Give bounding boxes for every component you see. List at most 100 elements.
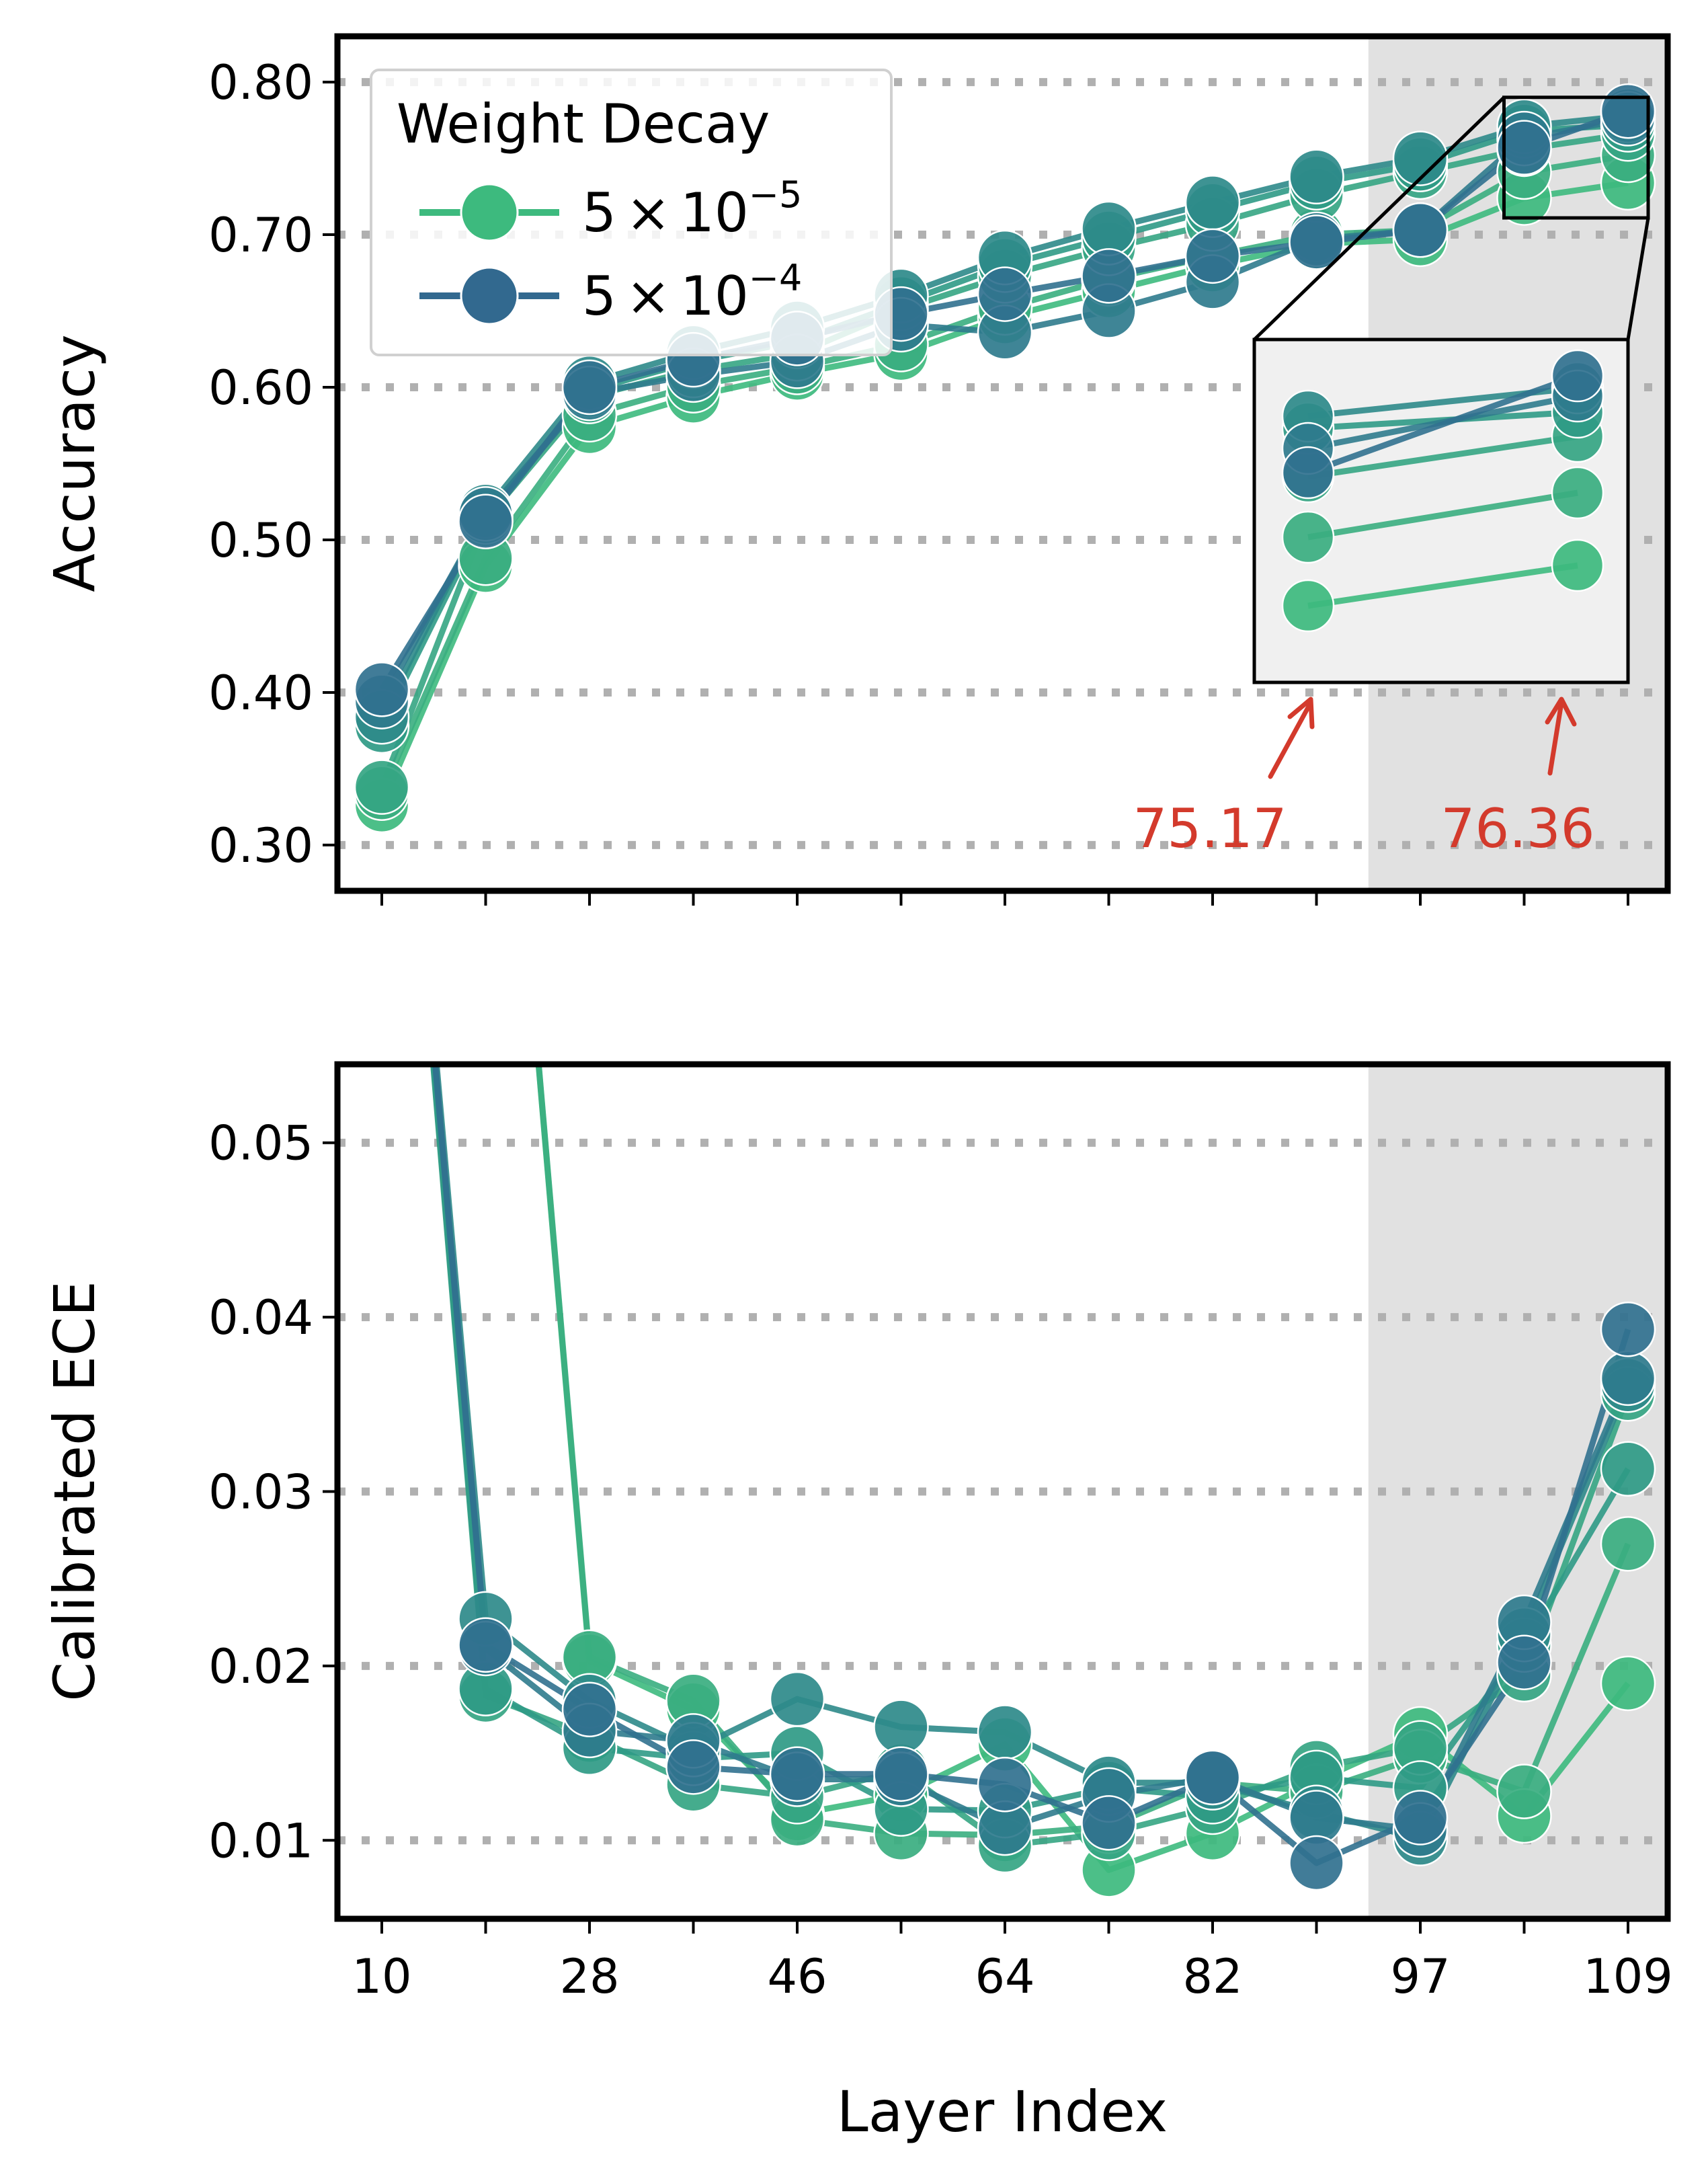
ece-panel: 0.01 0.02 0.03 0.04 0.05 10 28 46 64 82 97 109 Cal… xyxy=(42,1061,1673,2145)
data-point xyxy=(354,662,410,717)
legend-exponent: −4 xyxy=(749,257,803,299)
x-tick-label: 109 xyxy=(1583,1949,1673,2004)
data-point xyxy=(1184,228,1241,284)
y-tick-label: 0.03 xyxy=(208,1465,313,1520)
accuracy-panel: 0.300.400.500.600.700.80 Accuracy 75.17 … xyxy=(42,33,1671,906)
inset-plot xyxy=(1252,338,1630,684)
series-markers xyxy=(458,1302,1656,1898)
data-point xyxy=(1081,248,1137,304)
data-point xyxy=(458,1617,514,1673)
data-point xyxy=(1184,175,1241,231)
annotation-arrowhead xyxy=(1545,697,1577,727)
data-point xyxy=(1600,1350,1656,1406)
y-tick-label: 0.60 xyxy=(208,360,313,415)
data-point xyxy=(1600,1655,1656,1712)
x-tick-label: 28 xyxy=(559,1949,619,2004)
annotation-label: 75.17 xyxy=(1133,797,1287,860)
y-tick-label: 0.40 xyxy=(208,666,313,721)
data-point xyxy=(1081,200,1137,257)
x-tick-label: 10 xyxy=(352,1949,411,2004)
data-point xyxy=(769,1671,825,1727)
data-point xyxy=(1289,1835,1344,1891)
inset-line xyxy=(1307,489,1578,541)
data-point xyxy=(458,493,514,549)
y-tick-label: 0.01 xyxy=(208,1813,313,1868)
x-tick-label: 46 xyxy=(767,1949,827,2004)
data-point xyxy=(1496,1763,1552,1819)
legend-entry-2: 5 × 10−4 xyxy=(419,257,802,327)
y-tick-label: 0.04 xyxy=(208,1290,313,1345)
zoom-connector xyxy=(1253,95,1506,341)
inset-point xyxy=(1551,349,1604,403)
x-tick-label: 82 xyxy=(1182,1949,1242,2004)
data-point xyxy=(1600,1441,1656,1497)
data-point xyxy=(977,1704,1033,1760)
data-point xyxy=(665,1739,721,1795)
inset-point xyxy=(1551,539,1604,592)
data-point xyxy=(561,1681,618,1737)
annotation-1: 75.17 xyxy=(1133,697,1315,860)
inset-point xyxy=(1551,466,1604,520)
y-tick-label: 0.05 xyxy=(208,1116,313,1171)
legend-base: 5 xyxy=(582,265,616,327)
data-point xyxy=(769,1746,825,1802)
legend-mantissa: 10 xyxy=(680,265,749,327)
inset-point xyxy=(1281,510,1335,564)
series-markers xyxy=(354,83,1656,834)
data-point xyxy=(561,359,618,415)
data-point xyxy=(1496,1634,1552,1690)
data-point xyxy=(1600,1302,1656,1357)
inset-markers xyxy=(1281,349,1604,633)
legend-label: 5 × 10−5 xyxy=(582,173,802,244)
legend-mantissa: 10 xyxy=(680,182,749,244)
legend-times: × xyxy=(626,182,671,244)
legend-label: 5 × 10−4 xyxy=(582,257,802,327)
inset-point xyxy=(1281,579,1335,633)
y-tick-label: 0.02 xyxy=(208,1639,313,1694)
inset-line xyxy=(1307,433,1578,480)
legend-marker xyxy=(460,266,519,325)
data-point xyxy=(873,1746,929,1802)
data-point xyxy=(1392,202,1449,258)
data-point xyxy=(873,1699,929,1755)
annotation-arrow xyxy=(1268,700,1313,779)
inset-line xyxy=(1307,372,1579,476)
inset-line xyxy=(1307,562,1578,609)
annotation-2: 76.36 xyxy=(1440,697,1595,860)
annotation-arrowhead xyxy=(1287,697,1315,729)
annotation-arrow xyxy=(1547,700,1564,776)
data-point xyxy=(354,759,410,815)
x-ticks xyxy=(380,891,1629,906)
annotation-label: 76.36 xyxy=(1440,797,1594,860)
zoom-box xyxy=(1502,95,1650,220)
inset-point xyxy=(1281,446,1335,500)
legend-exponent: −5 xyxy=(749,173,803,216)
legend-entry-1: 5 × 10−5 xyxy=(419,173,802,244)
y-tick-label: 0.80 xyxy=(208,55,313,110)
data-point xyxy=(1289,214,1344,270)
y-tick-label: 0.30 xyxy=(208,818,313,873)
data-point xyxy=(1081,1795,1137,1851)
data-point xyxy=(1289,149,1344,205)
plot-frame xyxy=(334,33,1671,894)
inset-frame xyxy=(1252,338,1630,684)
legend: Weight Decay 5 × 10−5 5 × 10−4 xyxy=(370,69,893,356)
legend-times: × xyxy=(626,265,671,327)
y-tick-label: 0.70 xyxy=(208,208,313,263)
x-tick-label: 64 xyxy=(975,1949,1034,2004)
data-point xyxy=(1496,120,1552,175)
x-axis-label: Layer Index xyxy=(837,2079,1168,2145)
data-point xyxy=(977,1757,1033,1813)
inset-lines xyxy=(1307,372,1579,609)
legend-marker xyxy=(460,183,519,242)
data-point xyxy=(977,266,1033,322)
x-tick-label: 97 xyxy=(1390,1949,1450,2004)
zoom-connector xyxy=(1626,217,1650,340)
x-ticks: 10 28 46 64 82 97 109 xyxy=(352,1919,1673,2004)
legend-base: 5 xyxy=(582,182,616,244)
data-point xyxy=(1392,1790,1449,1846)
data-point xyxy=(1600,1516,1656,1572)
y-axis-label: Calibrated ECE xyxy=(42,1281,108,1702)
data-point xyxy=(1392,130,1449,186)
